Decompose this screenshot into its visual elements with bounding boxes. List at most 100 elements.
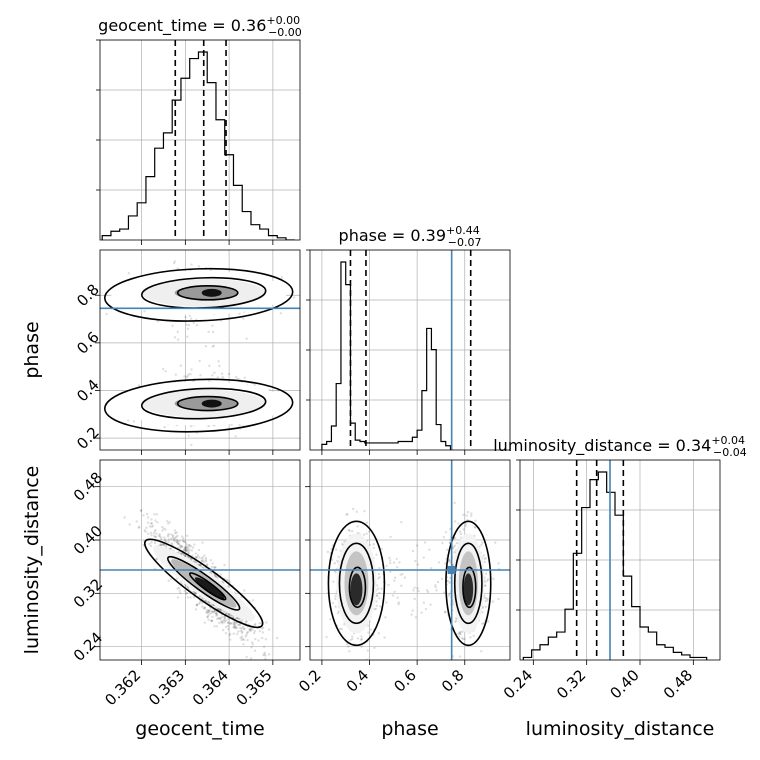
scatter-point	[163, 536, 166, 539]
scatter-point	[458, 635, 461, 638]
scatter-point	[483, 557, 486, 560]
panel-title-luminosity-distance: luminosity_distance = 0.34+0.04 −0.04	[493, 434, 747, 459]
scatter-point	[479, 667, 481, 669]
scatter-point	[221, 579, 224, 583]
scatter-point	[469, 636, 472, 639]
scatter-point	[365, 521, 369, 524]
scatter-point	[238, 623, 241, 626]
hist-bar	[146, 177, 155, 240]
scatter-point	[186, 327, 190, 330]
scatter-point	[232, 623, 236, 626]
scatter-point	[219, 608, 222, 612]
scatter-point	[422, 601, 426, 604]
scatter-point	[185, 592, 188, 595]
scatter-point	[411, 609, 414, 612]
hist-bar	[341, 262, 346, 450]
scatter-point	[194, 608, 198, 611]
scatter-point	[187, 551, 190, 555]
scatter-point	[200, 605, 204, 608]
scatter-point	[221, 375, 224, 379]
scatter-point	[457, 632, 460, 636]
scatter-point	[483, 584, 487, 587]
scatter-point	[464, 524, 467, 528]
scatter-point	[179, 364, 183, 367]
scatter-point	[251, 628, 254, 631]
scatter-point	[410, 613, 413, 616]
scatter-point	[229, 632, 232, 636]
scatter-point	[171, 543, 174, 546]
scatter-point	[219, 573, 223, 576]
scatter-point	[372, 546, 375, 550]
scatter-point	[234, 435, 237, 438]
scatter-point	[146, 532, 150, 535]
scatter-point	[348, 650, 351, 653]
title-upper-error: +0.00	[266, 14, 300, 27]
scatter-point	[491, 600, 495, 603]
scatter-point	[434, 586, 437, 589]
scatter-point	[184, 546, 188, 549]
scatter-point	[166, 533, 170, 537]
scatter-point	[175, 541, 179, 544]
scatter-point	[262, 653, 265, 657]
scatter-point	[239, 629, 242, 633]
scatter-point	[453, 551, 456, 554]
scatter-point	[194, 552, 198, 555]
x-tick-label: 0.6	[390, 666, 420, 696]
scatter-point	[249, 629, 253, 633]
scatter-point	[185, 549, 189, 552]
scatter-point	[205, 608, 208, 612]
x-tick-label: 0.48	[660, 666, 696, 702]
panel-border	[519, 459, 721, 661]
contour-outer	[103, 378, 294, 433]
scatter-point	[150, 521, 153, 525]
scatter-point	[155, 532, 158, 535]
scatter-point	[215, 612, 218, 616]
panel-border	[99, 249, 301, 451]
scatter-point	[253, 649, 257, 652]
scatter-point	[227, 627, 230, 631]
scatter-point	[226, 578, 229, 582]
scatter-point	[187, 551, 190, 554]
x-tick-label: 0.8	[438, 666, 468, 696]
scatter-point	[218, 621, 221, 625]
scatter-point	[334, 605, 337, 608]
scatter-point	[185, 323, 188, 327]
scatter-point	[483, 584, 487, 587]
scatter-point	[176, 330, 180, 334]
scatter-point	[186, 596, 189, 599]
scatter-point	[242, 643, 245, 646]
scatter-point	[403, 576, 407, 579]
scatter-point	[187, 323, 191, 327]
scatter-point	[413, 597, 416, 601]
scatter-point	[243, 376, 246, 379]
hist-bar	[408, 442, 413, 450]
scatter-point	[191, 546, 195, 549]
scatter-point	[250, 646, 253, 649]
scatter-point	[453, 536, 457, 540]
scatter-point	[444, 562, 447, 565]
scatter-point	[143, 310, 146, 313]
scatter-point	[174, 531, 177, 535]
scatter-point	[396, 596, 399, 599]
scatter-panel-geocent-time-vs-luminosity-distance: 0.362 0.363 0.364 0.365 0.24 0.32 0.40 0.48	[70, 459, 301, 709]
scatter-point	[175, 531, 178, 534]
scatter-point	[229, 622, 232, 625]
scatter-point	[447, 594, 451, 597]
scatter-point	[208, 609, 211, 612]
scatter-point	[194, 592, 197, 595]
scatter-point	[223, 621, 226, 624]
scatter-point	[261, 636, 264, 640]
scatter-point	[350, 635, 354, 638]
scatter-point	[429, 603, 432, 606]
scatter-point	[230, 423, 233, 426]
hist-bar	[393, 443, 398, 450]
scatter-point	[173, 540, 176, 543]
scatter-point	[215, 614, 218, 618]
scatter-point	[225, 611, 228, 615]
scatter-point	[183, 375, 186, 378]
scatter-point	[258, 622, 261, 625]
scatter-point	[245, 655, 248, 659]
scatter-point	[195, 604, 198, 607]
y-axis-label-phase: phase	[21, 321, 43, 378]
panel-title-geocent-time: geocent_time = 0.36+0.00 −0.00	[98, 14, 302, 39]
